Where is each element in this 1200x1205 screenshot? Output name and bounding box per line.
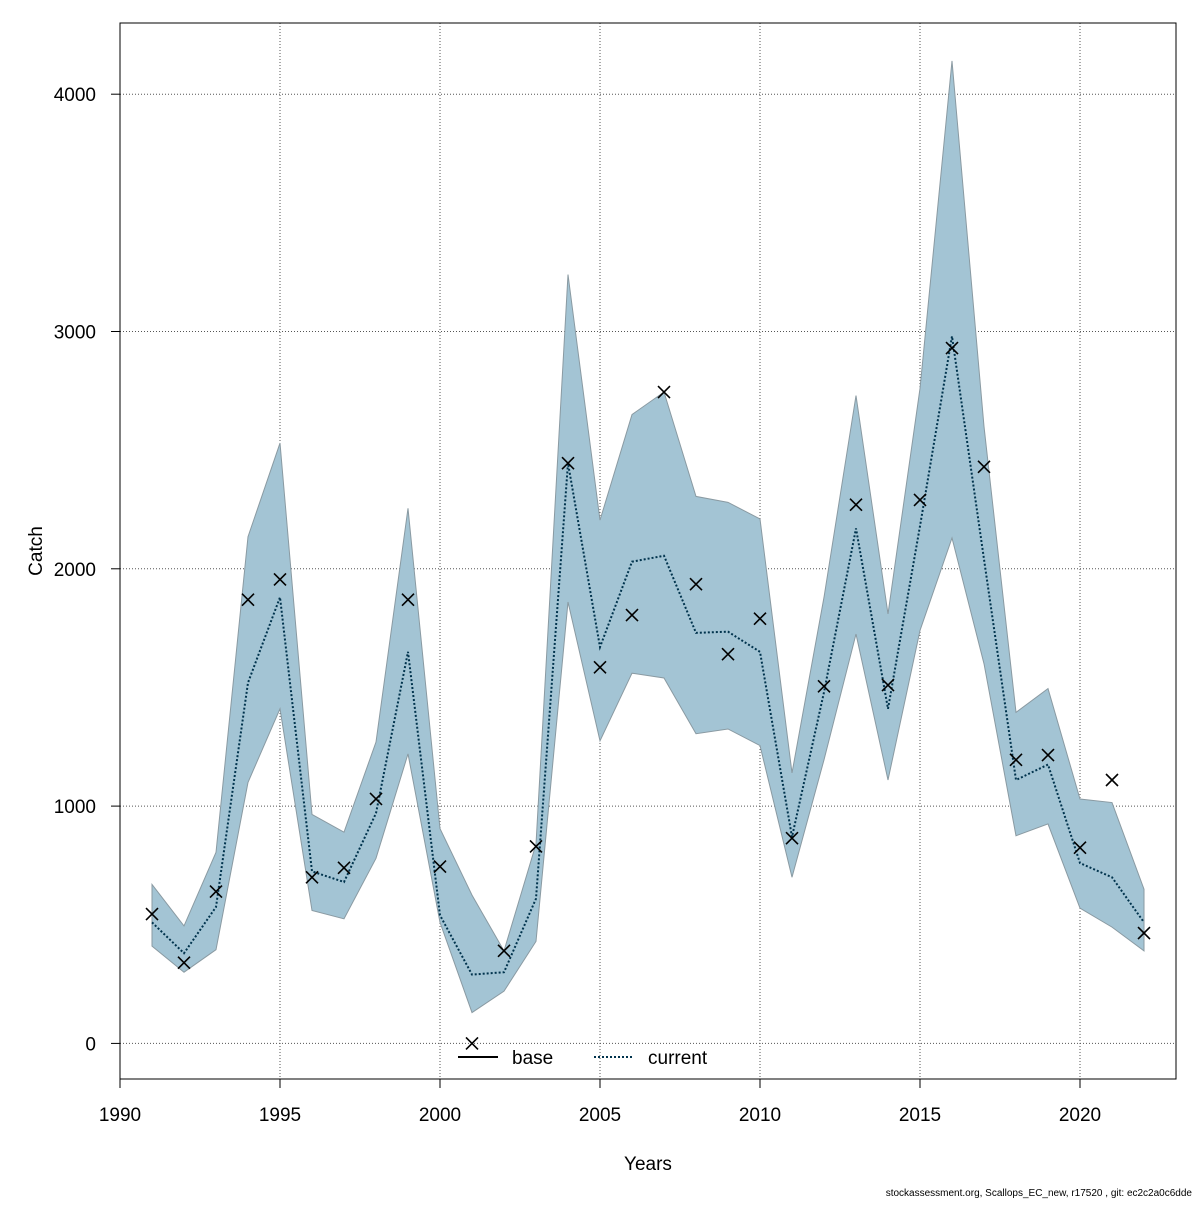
observed-point-2006 (625, 608, 639, 622)
x-tick-label-2000: 2000 (419, 1105, 461, 1126)
series-lines (151, 336, 1145, 976)
y-tick-label-1000: 1000 (54, 797, 96, 818)
observed-point-2003 (529, 839, 543, 854)
observed-point-2001 (465, 1036, 479, 1050)
y-tick-label-3000: 3000 (54, 322, 96, 343)
observed-point-2011 (785, 831, 799, 845)
observed-point-2012 (817, 679, 831, 693)
x-tick-label-1990: 1990 (99, 1105, 141, 1126)
observed-point-2005 (593, 660, 607, 674)
line-current (151, 336, 1145, 976)
y-axis: 0 1000 2000 3000 4000 (54, 85, 121, 1055)
y-axis-label: Catch (26, 526, 47, 576)
observed-point-1992 (177, 956, 191, 970)
y-tick-label-2000: 2000 (54, 560, 96, 581)
observed-markers (145, 341, 1151, 1050)
observed-point-2008 (689, 577, 703, 591)
observed-point-2000 (433, 860, 447, 874)
observed-point-2016 (945, 341, 959, 355)
observed-point-2020 (1073, 841, 1087, 855)
confidence-band (151, 60, 1145, 1014)
observed-point-1997 (337, 861, 351, 875)
observed-point-2019 (1041, 748, 1055, 762)
x-tick-label-2005: 2005 (579, 1105, 621, 1126)
observed-point-2015 (913, 493, 927, 507)
observed-point-2018 (1009, 753, 1023, 767)
x-axis-label: Years (624, 1154, 672, 1175)
observed-point-1995 (273, 572, 287, 587)
x-tick-label-2020: 2020 (1059, 1105, 1101, 1126)
x-tick-label-1995: 1995 (259, 1105, 301, 1126)
legend: base current (458, 1048, 708, 1069)
observed-point-2004 (561, 456, 575, 470)
footer-credit: stockassessment.org, Scallops_EC_new, r1… (886, 1188, 1193, 1199)
observed-point-2022 (1137, 926, 1151, 940)
observed-point-2002 (497, 944, 511, 958)
observed-point-1991 (145, 907, 159, 921)
y-tick-label-0: 0 (85, 1034, 96, 1055)
x-tick-label-2015: 2015 (899, 1105, 941, 1126)
band-current (151, 60, 1145, 1014)
observed-point-1994 (241, 593, 255, 607)
observed-point-2009 (721, 647, 735, 661)
observed-point-1998 (369, 792, 383, 806)
observed-point-2007 (657, 385, 671, 399)
x-axis: 1990 1995 2000 2005 2010 2015 2020 (99, 1078, 1101, 1126)
x-tick-label-2010: 2010 (739, 1105, 781, 1126)
legend-base-label: base (512, 1048, 553, 1069)
observed-point-1993 (209, 884, 223, 899)
observed-point-2010 (753, 612, 767, 626)
observed-point-2017 (977, 460, 991, 474)
observed-point-1999 (401, 593, 415, 607)
observed-point-1996 (305, 870, 319, 884)
observed-point-2014 (881, 678, 895, 692)
legend-current-label: current (648, 1048, 708, 1069)
y-tick-label-4000: 4000 (54, 85, 96, 106)
observed-point-2013 (849, 498, 863, 512)
observed-point-2021 (1105, 773, 1119, 787)
